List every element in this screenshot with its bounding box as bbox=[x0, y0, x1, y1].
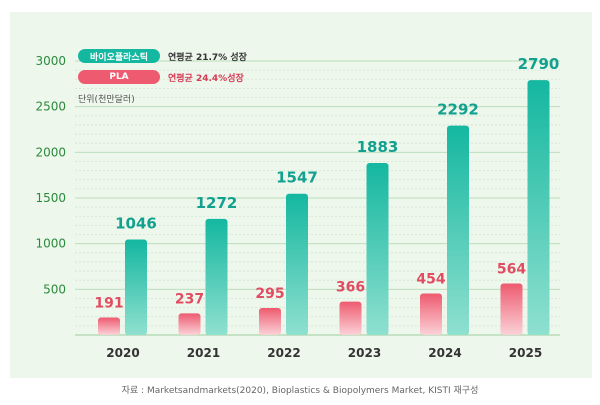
data-label-bioplastic: 2790 bbox=[518, 55, 560, 73]
y-axis-ticks: 500 1000 1500 2000 2500 3000 bbox=[35, 54, 66, 296]
data-label-pla: 366 bbox=[336, 280, 365, 296]
source-note: 자료 : Marketsandmarkets(2020), Bioplastic… bbox=[121, 386, 479, 396]
data-labels: 191 1046 237 1272 295 1547 366 1883 454 2292 564 27… bbox=[94, 55, 559, 311]
bar-bioplastic bbox=[205, 218, 228, 335]
y-tick-label: 1500 bbox=[35, 191, 66, 205]
bar-pla bbox=[420, 293, 442, 335]
x-tick-label: 2024 bbox=[428, 346, 461, 360]
bar-pla bbox=[98, 317, 120, 335]
data-label-pla: 191 bbox=[94, 296, 123, 312]
bar-pla bbox=[259, 308, 281, 335]
data-label-bioplastic: 1272 bbox=[196, 194, 238, 212]
y-tick-label: 1000 bbox=[35, 237, 66, 251]
bar-pla bbox=[178, 313, 201, 335]
y-tick-label: 2500 bbox=[35, 100, 66, 114]
x-tick-label: 2021 bbox=[187, 346, 220, 360]
legend-pla: PLA 연평균 24.4%성장 bbox=[78, 70, 244, 84]
data-label-bioplastic: 1547 bbox=[276, 169, 318, 187]
data-label-pla: 454 bbox=[416, 272, 445, 288]
y-tick-label: 2000 bbox=[35, 145, 66, 159]
x-axis-ticks: 2020 2021 2022 2023 2024 2025 bbox=[106, 346, 542, 360]
x-tick-label: 2025 bbox=[509, 346, 542, 360]
y-tick-label: 500 bbox=[43, 282, 66, 296]
bar-bioplastic bbox=[447, 125, 469, 335]
legend-pla-badge: PLA bbox=[78, 70, 160, 84]
legend-bio: 바이오플라스틱 연평균 21.7% 성장 bbox=[78, 49, 247, 63]
bars bbox=[98, 80, 550, 336]
bar-bioplastic bbox=[286, 193, 308, 335]
legend-bio-note: 연평균 21.7% 성장 bbox=[168, 52, 247, 63]
bar-bioplastic bbox=[527, 80, 550, 336]
data-label-pla: 564 bbox=[497, 261, 526, 277]
legend-pla-note: 연평균 24.4%성장 bbox=[168, 73, 244, 84]
y-tick-label: 3000 bbox=[35, 54, 66, 68]
x-tick-label: 2022 bbox=[267, 346, 300, 360]
bar-pla bbox=[500, 283, 523, 335]
bar-bioplastic bbox=[366, 163, 389, 335]
x-tick-label: 2023 bbox=[348, 346, 381, 360]
data-label-bioplastic: 1046 bbox=[115, 214, 157, 232]
unit-label: 단위(천만달러) bbox=[78, 95, 135, 105]
gridlines bbox=[75, 60, 560, 336]
data-label-bioplastic: 1883 bbox=[357, 138, 399, 156]
bar-bioplastic bbox=[125, 239, 147, 335]
data-label-pla: 295 bbox=[255, 286, 284, 302]
data-label-pla: 237 bbox=[175, 291, 204, 307]
legend-bio-badge: 바이오플라스틱 bbox=[78, 49, 160, 63]
x-tick-label: 2020 bbox=[106, 346, 139, 360]
bar-chart: 500 1000 1500 2000 2500 3000 191 1046 237 1272 29… bbox=[35, 54, 560, 360]
bar-pla bbox=[339, 301, 362, 335]
data-label-bioplastic: 2292 bbox=[437, 101, 479, 119]
